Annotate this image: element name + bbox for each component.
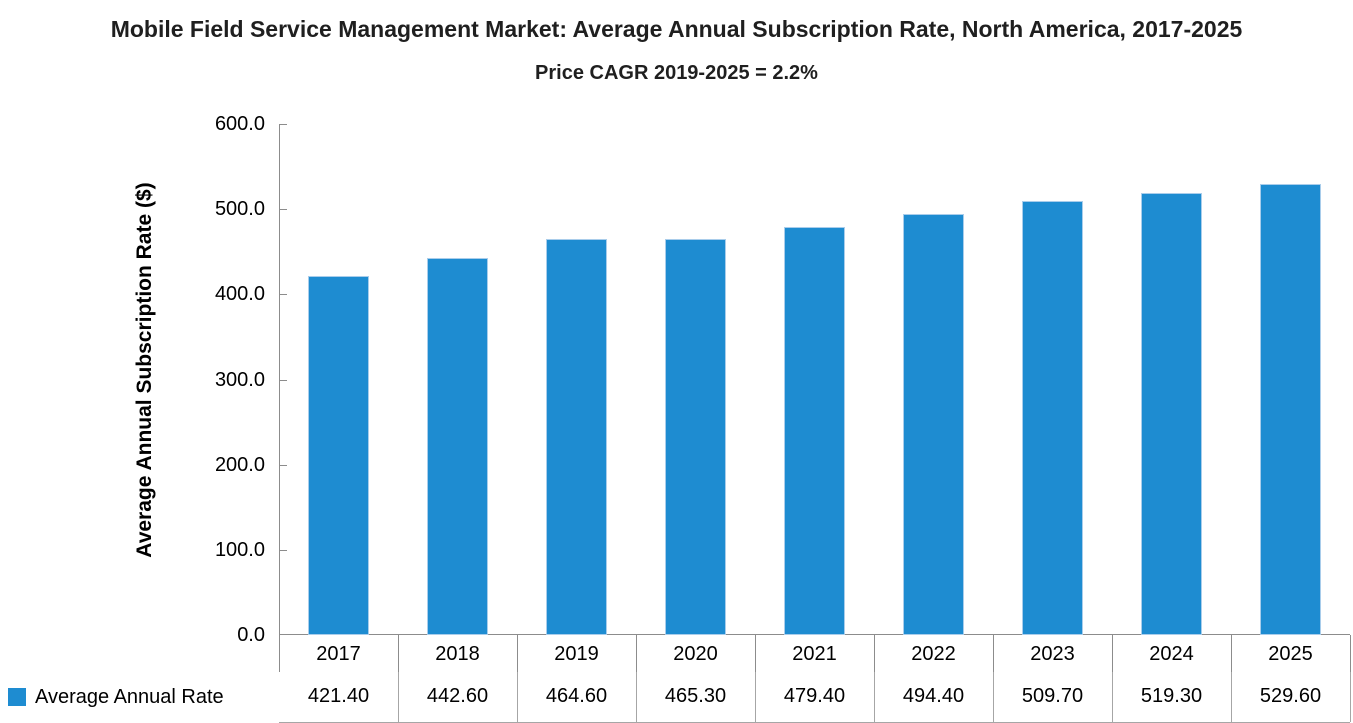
x-axis-label: 2025 [1268,643,1313,665]
table-value: 494.40 [902,684,965,707]
y-tick-mark [279,549,287,551]
bar-2018 [427,258,488,635]
legend-label: Average Annual Rate [35,685,224,708]
bar-2022 [903,213,964,635]
x-axis-label: 2017 [316,643,361,665]
bar-2017 [308,276,369,635]
table-value: 529.60 [1259,684,1322,707]
x-tick-mark [636,635,637,672]
y-tick-label: 0.0 [237,624,265,646]
bar-2019 [546,239,607,635]
table-divider [398,672,399,722]
table-divider [755,672,756,722]
x-tick-mark [755,635,756,672]
y-tick-mark [279,124,287,125]
x-tick-mark [874,635,875,672]
chart-subtitle: Price CAGR 2019-2025 = 2.2% [535,62,818,84]
y-tick-label: 600.0 [214,113,265,135]
table-value: 442.60 [426,684,489,707]
x-tick-mark [1231,635,1232,672]
table-divider [517,672,518,722]
legend-swatch-icon [8,688,26,706]
table-divider [1231,672,1232,722]
table-divider [874,672,875,722]
x-axis-label: 2018 [435,643,480,665]
y-tick-mark [279,294,287,296]
x-tick-mark [517,635,518,672]
y-tick-label: 300.0 [214,368,265,391]
table-divider [1112,672,1113,722]
bar-2024 [1141,192,1202,635]
bar-2020 [665,238,726,635]
y-tick-label: 100.0 [214,538,265,561]
x-tick-mark [1350,635,1351,672]
x-axis-label: 2020 [673,643,718,665]
x-axis-label: 2022 [911,643,956,665]
table-value: 519.30 [1140,684,1203,707]
x-tick-mark [1112,635,1113,672]
table-value: 421.40 [307,684,370,707]
x-axis-label: 2023 [1030,643,1075,665]
y-tick-mark [279,209,287,211]
y-tick-label: 400.0 [214,283,265,306]
y-tick-label: 200.0 [214,453,265,476]
table-divider [993,672,994,722]
bar-2025 [1260,183,1321,635]
x-axis-label: 2024 [1149,643,1194,665]
y-tick-mark [279,464,287,466]
x-tick-mark [398,635,399,672]
table-value: 479.40 [783,684,846,707]
x-tick-mark [279,635,280,672]
y-tick-mark [279,379,287,381]
x-axis-label: 2019 [554,643,599,665]
table-value: 464.60 [545,684,608,707]
x-axis-label: 2021 [792,643,837,665]
table-value: 509.70 [1021,684,1084,707]
table-divider [636,672,637,722]
table-value: 465.30 [664,684,727,707]
bar-2021 [784,226,845,635]
x-tick-mark [993,635,994,672]
table-divider [1350,672,1351,722]
y-tick-label: 500.0 [214,198,265,221]
bar-2023 [1022,200,1083,635]
chart-title: Mobile Field Service Management Market: … [110,16,1243,42]
legend: Average Annual Rate [8,678,224,716]
